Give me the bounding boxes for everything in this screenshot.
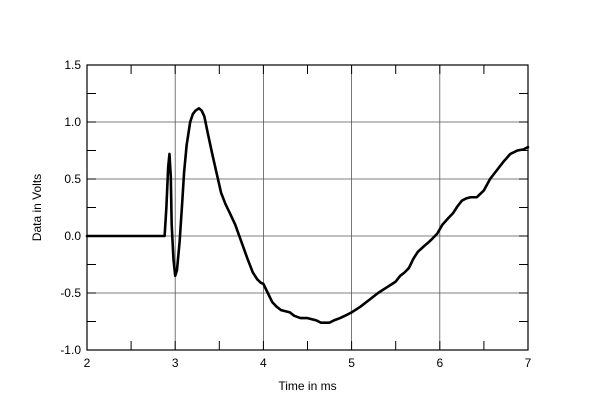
y-tick-labels: -1.0 -0.5 0.0 0.5 1.0 1.5 <box>60 58 81 357</box>
x-tick-label: 4 <box>260 356 267 370</box>
x-axis-title: Time in ms <box>278 379 336 393</box>
x-tick-label: 5 <box>348 356 355 370</box>
series-layer <box>85 107 530 324</box>
x-tick-labels: 2 3 4 5 6 7 <box>84 356 532 370</box>
x-tick-label: 2 <box>84 356 91 370</box>
y-tick-label: -1.0 <box>60 343 81 357</box>
x-tick-label: 6 <box>436 356 443 370</box>
plot-frame <box>86 64 529 351</box>
y-tick-label: 0.5 <box>64 172 81 186</box>
series-line <box>85 107 530 324</box>
grid <box>86 64 529 351</box>
y-tick-label: -0.5 <box>60 286 81 300</box>
x-tick-label: 7 <box>525 356 532 370</box>
y-tick-label: 0.0 <box>64 229 81 243</box>
x-tick-label: 3 <box>172 356 179 370</box>
minor-ticks <box>86 64 529 351</box>
y-axis-title: Data in Volts <box>30 174 44 241</box>
y-tick-label: 1.0 <box>64 115 81 129</box>
y-tick-label: 1.5 <box>64 58 81 72</box>
